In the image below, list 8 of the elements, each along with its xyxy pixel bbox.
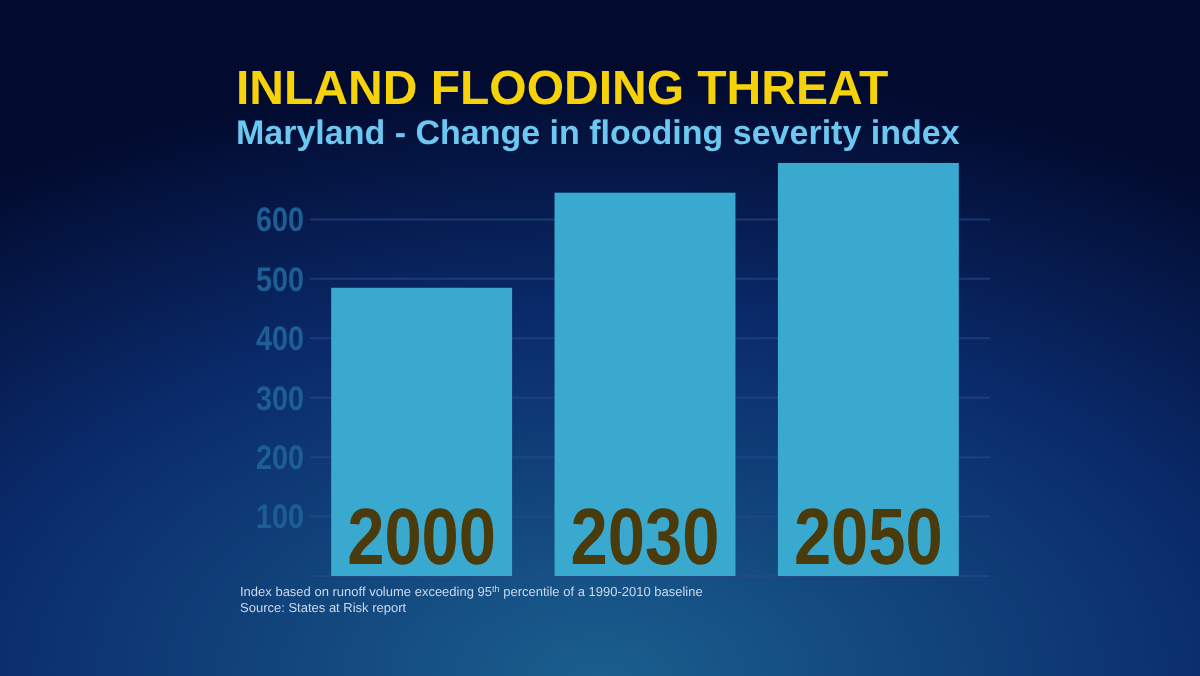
chart-title: INLAND FLOODING THREAT [236,62,890,116]
y-tick-label: 600 [256,201,313,240]
y-tick-label: 400 [256,320,313,359]
x-tick-label: 2050 [793,494,972,582]
x-tick-label: 2000 [347,494,526,582]
chart-subtitle: Maryland - Change in flooding severity index [236,114,961,152]
x-tick-label: 2030 [570,494,749,582]
y-tick-label: 500 [256,260,313,299]
